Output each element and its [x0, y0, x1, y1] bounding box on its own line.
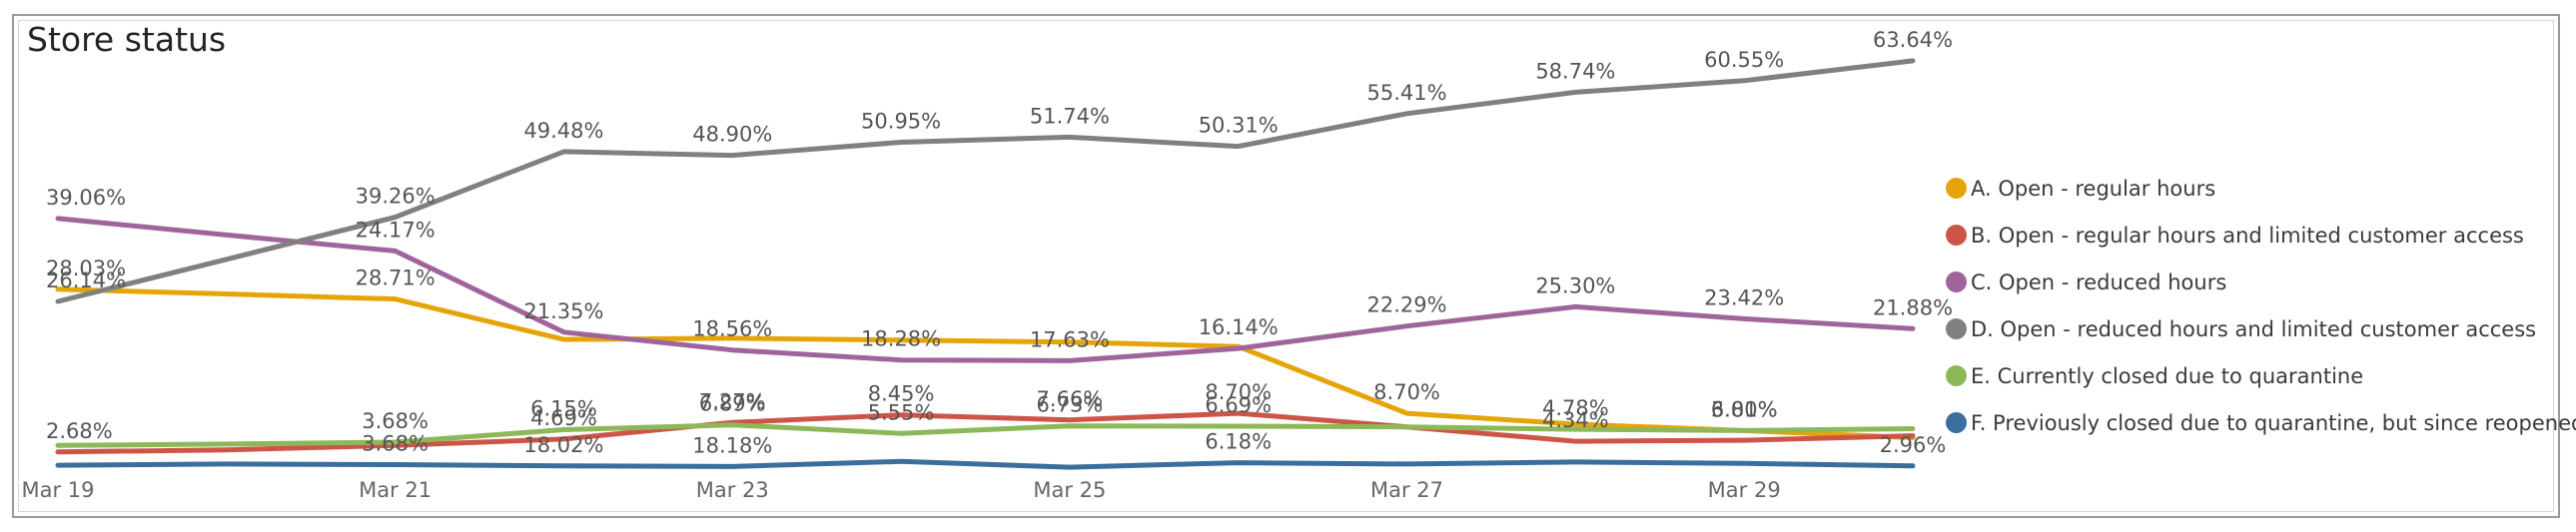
- legend-marker-icon: [1946, 225, 1967, 246]
- legend-item[interactable]: E. Currently closed due to quarantine: [1946, 352, 2576, 399]
- series-line-c: [55, 216, 1916, 363]
- data-label: 4.34%: [1542, 408, 1609, 432]
- x-tick-label: Mar 27: [1370, 478, 1443, 502]
- data-label: 24.17%: [356, 218, 435, 242]
- data-label: 6.01%: [1711, 397, 1778, 421]
- data-label: 48.90%: [692, 123, 772, 147]
- legend-marker-icon: [1946, 271, 1967, 292]
- chart-legend: A. Open - regular hours B. Open - regular…: [1946, 165, 2576, 446]
- data-label: 18.28%: [861, 327, 941, 351]
- data-label: 55.41%: [1367, 81, 1447, 105]
- data-label: 3.68%: [362, 432, 429, 456]
- x-tick-label: Mar 25: [1033, 478, 1106, 502]
- data-label: 50.95%: [861, 109, 941, 133]
- data-label: 6.18%: [1205, 430, 1272, 454]
- legend-label: F. Previously closed due to quarantine, …: [1971, 410, 2576, 435]
- data-label: 51.74%: [1030, 104, 1110, 128]
- data-label: 50.31%: [1199, 114, 1279, 138]
- data-label: 6.89%: [699, 392, 766, 416]
- data-label: 22.29%: [1367, 293, 1447, 317]
- data-label: 3.80%: [1711, 397, 1778, 421]
- legend-marker-icon: [1946, 365, 1967, 386]
- data-label: 3.68%: [362, 409, 429, 433]
- data-label: 17.63%: [1030, 327, 1110, 351]
- data-label: 18.56%: [692, 317, 772, 341]
- data-label: 2.96%: [1880, 433, 1947, 457]
- data-label: 58.74%: [1535, 59, 1615, 83]
- data-label: 21.88%: [1873, 295, 1953, 319]
- data-label: 4.78%: [1542, 396, 1609, 420]
- data-label: 28.71%: [356, 266, 435, 290]
- series-line-e: [55, 422, 1916, 448]
- data-label: 7.27%: [699, 389, 766, 413]
- legend-item[interactable]: F. Previously closed due to quarantine, …: [1946, 399, 2576, 446]
- legend-label: A. Open - regular hours: [1971, 176, 2216, 201]
- data-label: 23.42%: [1704, 285, 1784, 309]
- chart-frame-inner: [18, 20, 2554, 512]
- chart-title: Store status: [27, 20, 227, 59]
- legend-marker-icon: [1946, 178, 1967, 199]
- data-label: 60.55%: [1704, 48, 1784, 72]
- legend-marker-icon: [1946, 318, 1967, 339]
- data-label: 4.69%: [530, 406, 597, 430]
- legend-label: C. Open - reduced hours: [1971, 269, 2227, 294]
- data-label: 28.03%: [46, 257, 126, 280]
- data-label: 25.30%: [1535, 273, 1615, 297]
- data-label: 8.45%: [868, 382, 935, 406]
- x-tick-label: Mar 23: [696, 478, 769, 502]
- data-label: 6.69%: [1205, 393, 1272, 417]
- data-label: 39.26%: [356, 185, 435, 209]
- legend-marker-icon: [1946, 412, 1967, 433]
- legend-item[interactable]: A. Open - regular hours: [1946, 165, 2576, 212]
- data-label: 18.02%: [523, 433, 603, 457]
- data-label: 8.70%: [1205, 380, 1272, 404]
- data-label: 39.06%: [46, 186, 126, 210]
- legend-item[interactable]: D. Open - reduced hours and limited cust…: [1946, 305, 2576, 352]
- data-label: 26.14%: [46, 268, 126, 292]
- x-tick-label: Mar 21: [359, 478, 431, 502]
- series-line-b: [55, 410, 1916, 455]
- legend-label: D. Open - reduced hours and limited cust…: [1971, 316, 2537, 341]
- data-label: 63.64%: [1873, 28, 1953, 52]
- data-label: 7.66%: [1037, 387, 1104, 411]
- data-label: 5.55%: [868, 400, 935, 424]
- legend-item[interactable]: B. Open - regular hours and limited cust…: [1946, 212, 2576, 259]
- legend-label: E. Currently closed due to quarantine: [1971, 363, 2364, 388]
- series-line-f: [55, 458, 1916, 470]
- data-label: 6.15%: [530, 396, 597, 420]
- x-tick-label: Mar 29: [1708, 478, 1781, 502]
- data-label: 16.14%: [1199, 315, 1279, 339]
- data-label: 6.73%: [1037, 393, 1104, 417]
- data-label: 21.35%: [523, 299, 603, 323]
- chart-frame: [12, 14, 2560, 518]
- legend-item[interactable]: C. Open - reduced hours: [1946, 259, 2576, 305]
- x-tick-label: Mar 19: [21, 478, 94, 502]
- legend-label: B. Open - regular hours and limited cust…: [1971, 223, 2524, 248]
- data-label: 2.68%: [46, 419, 113, 443]
- data-label: 18.18%: [692, 433, 772, 457]
- data-label: 8.70%: [1373, 380, 1440, 404]
- series-line-a: [55, 286, 1916, 440]
- series-line-d: [55, 58, 1916, 304]
- data-label: 49.48%: [523, 119, 603, 143]
